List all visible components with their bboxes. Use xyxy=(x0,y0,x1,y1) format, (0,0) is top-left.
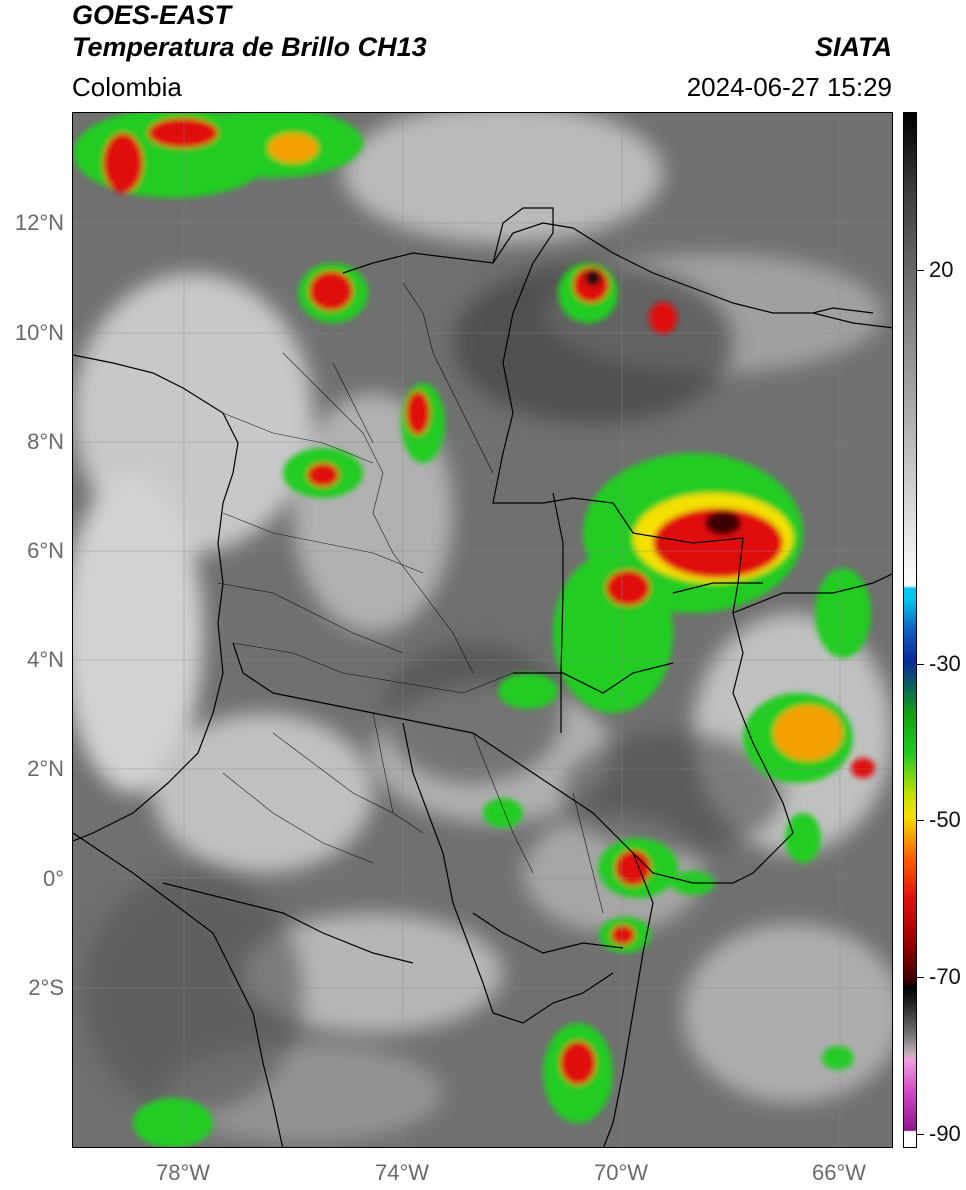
colorbar-label-minus30: -30 xyxy=(929,651,961,676)
colorbar-tick-minus50 xyxy=(917,820,924,821)
agency-label: SIATA xyxy=(815,32,892,62)
colorbar-tick-minus70 xyxy=(917,977,924,978)
lat-label-2s: 2°S xyxy=(28,975,64,1000)
lon-label-66w: 66°W xyxy=(811,1160,867,1185)
lat-label-2n: 2°N xyxy=(27,756,64,781)
country-borders xyxy=(73,207,892,1147)
lat-label-8n: 8°N xyxy=(27,429,64,454)
datetime-label: 2024-06-27 15:29 xyxy=(686,72,892,102)
lat-label-10n: 10°N xyxy=(14,320,64,345)
lon-label-70w: 70°W xyxy=(593,1160,649,1185)
colorbar-label-minus90: -90 xyxy=(929,1121,961,1146)
region-label: Colombia xyxy=(72,72,182,102)
lat-label-12n: 12°N xyxy=(14,210,64,235)
colorbar-tick-minus90 xyxy=(917,1134,924,1135)
satellite-map[interactable] xyxy=(72,112,893,1148)
colorbar xyxy=(903,112,917,1148)
lat-label-0: 0° xyxy=(42,866,64,891)
colorbar-label-minus50: -50 xyxy=(929,807,961,832)
graticule xyxy=(73,113,892,1147)
lon-label-78w: 78°W xyxy=(155,1160,211,1185)
colorbar-tick-minus30 xyxy=(917,664,924,665)
colorbar-label-minus70: -70 xyxy=(929,964,961,989)
colorbar-tick-20 xyxy=(917,270,924,271)
lat-label-4n: 4°N xyxy=(27,647,64,672)
dark-cloud-layer xyxy=(83,263,783,1113)
colorbar-label-20: 20 xyxy=(929,257,954,282)
lon-label-74w: 74°W xyxy=(374,1160,430,1185)
department-borders xyxy=(217,282,604,914)
product-title: Temperatura de Brillo CH13 xyxy=(72,32,427,62)
lat-label-6n: 6°N xyxy=(27,538,64,563)
satellite-title: GOES-EAST xyxy=(72,0,232,30)
